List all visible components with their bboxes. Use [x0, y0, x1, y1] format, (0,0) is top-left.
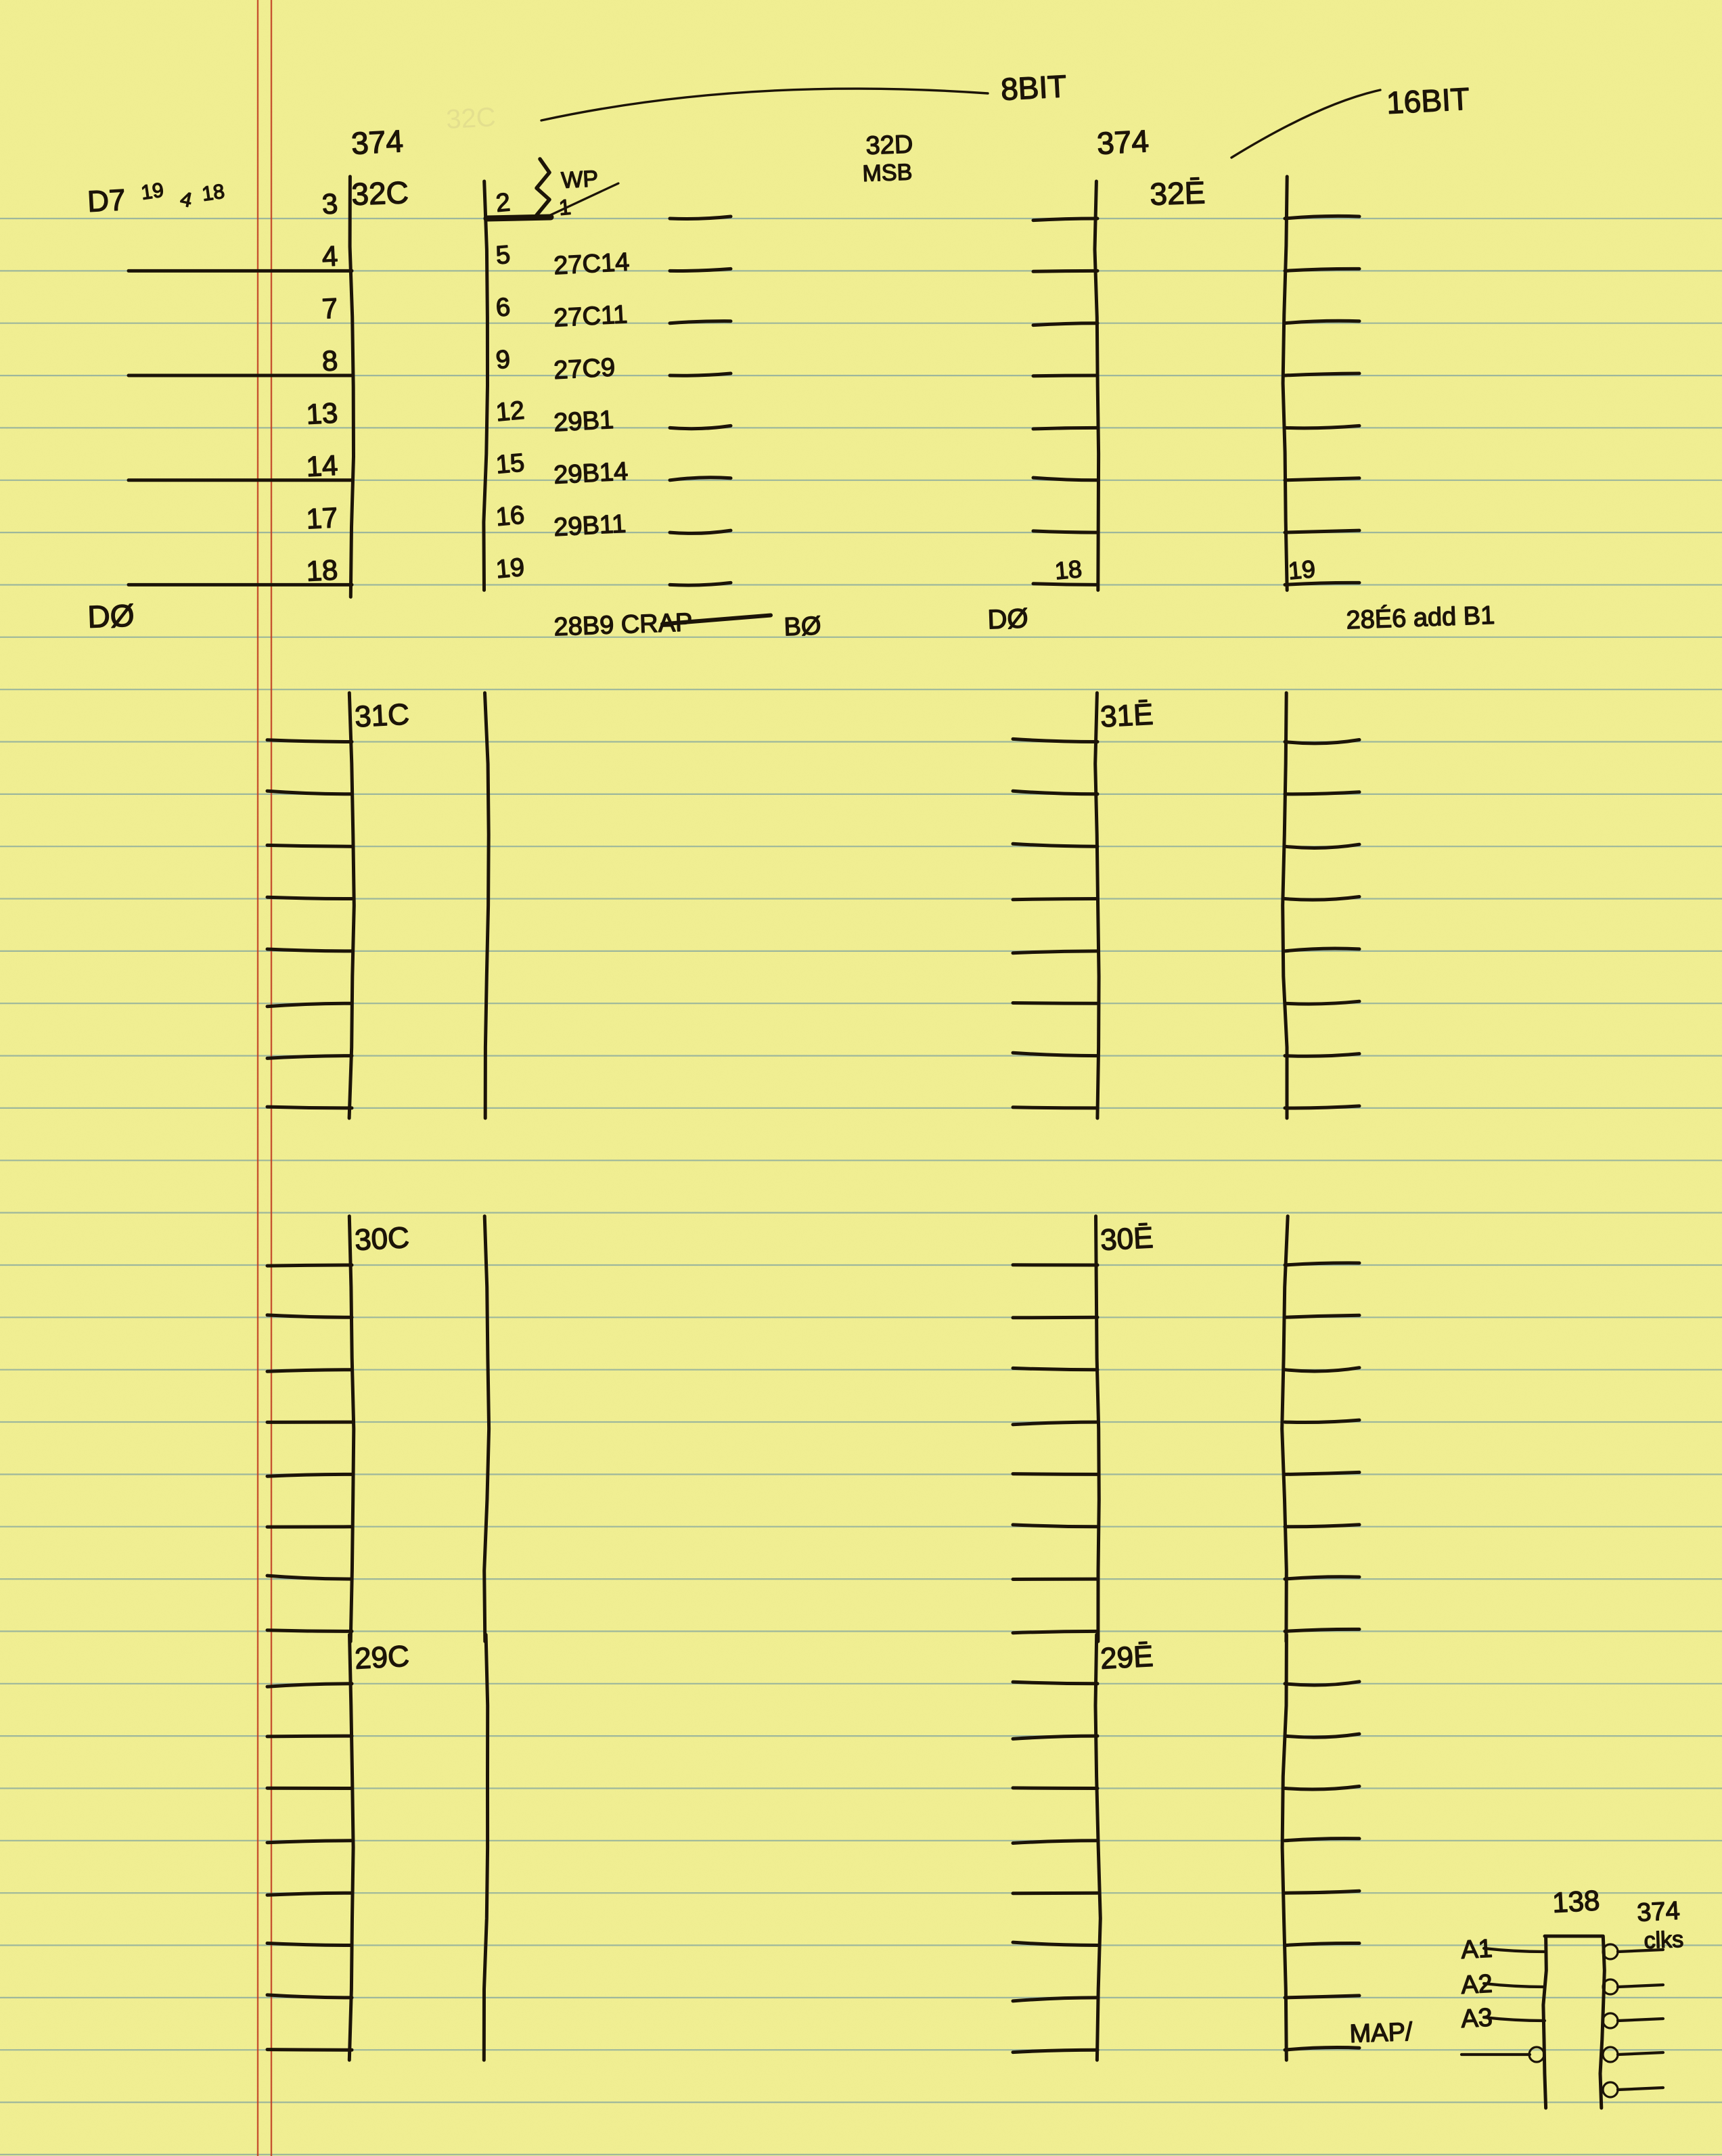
- svg-text:16: 16: [495, 501, 526, 532]
- svg-text:16BIT: 16BIT: [1386, 81, 1470, 120]
- svg-text:8BIT: 8BIT: [1000, 68, 1068, 107]
- svg-text:29B1: 29B1: [553, 406, 614, 438]
- svg-text:32C: 32C: [351, 175, 409, 212]
- svg-text:2: 2: [495, 188, 512, 218]
- svg-text:DØ: DØ: [987, 603, 1028, 635]
- svg-text:1: 1: [558, 195, 572, 220]
- svg-text:BØ: BØ: [784, 612, 821, 642]
- svg-text:6: 6: [495, 293, 512, 323]
- svg-text:374: 374: [1636, 1897, 1681, 1927]
- svg-text:13: 13: [305, 396, 338, 430]
- svg-text:4: 4: [321, 239, 339, 272]
- svg-text:29B14: 29B14: [553, 457, 629, 490]
- svg-text:19: 19: [1287, 555, 1316, 584]
- svg-text:MSB: MSB: [862, 159, 913, 187]
- svg-text:D7: D7: [87, 183, 127, 219]
- svg-text:29C: 29C: [354, 1640, 410, 1676]
- svg-text:374: 374: [350, 123, 404, 161]
- svg-text:3: 3: [321, 187, 339, 220]
- svg-text:30Ē: 30Ē: [1100, 1221, 1154, 1257]
- svg-text:30C: 30C: [354, 1221, 410, 1257]
- svg-text:28É6 add B1: 28É6 add B1: [1346, 601, 1495, 635]
- svg-text:17: 17: [305, 501, 338, 534]
- svg-text:27C14: 27C14: [553, 248, 630, 281]
- svg-text:19: 19: [495, 553, 526, 584]
- svg-text:138: 138: [1551, 1884, 1600, 1919]
- svg-text:14: 14: [305, 449, 338, 482]
- svg-text:32C: 32C: [445, 102, 497, 135]
- svg-text:MAP/: MAP/: [1349, 2018, 1413, 2048]
- svg-text:18: 18: [305, 553, 338, 587]
- svg-text:29B11: 29B11: [553, 510, 627, 543]
- svg-text:18: 18: [1053, 555, 1083, 584]
- svg-text:31Ē: 31Ē: [1100, 697, 1154, 733]
- svg-text:31C: 31C: [354, 697, 410, 733]
- svg-text:29Ē: 29Ē: [1100, 1640, 1154, 1676]
- svg-text:18: 18: [200, 181, 226, 206]
- svg-text:12: 12: [495, 396, 526, 428]
- svg-text:DØ: DØ: [87, 597, 135, 634]
- svg-text:5: 5: [495, 241, 512, 271]
- svg-text:27C9: 27C9: [553, 353, 616, 385]
- svg-text:32D: 32D: [865, 131, 913, 160]
- svg-text:WP: WP: [560, 166, 599, 193]
- svg-text:19: 19: [139, 179, 165, 204]
- svg-text:7: 7: [321, 292, 339, 325]
- svg-text:9: 9: [495, 345, 512, 375]
- svg-text:8: 8: [321, 344, 339, 377]
- svg-text:15: 15: [495, 449, 526, 480]
- svg-text:32Ē: 32Ē: [1150, 175, 1206, 212]
- svg-text:374: 374: [1096, 123, 1150, 161]
- svg-text:27C11: 27C11: [553, 300, 628, 333]
